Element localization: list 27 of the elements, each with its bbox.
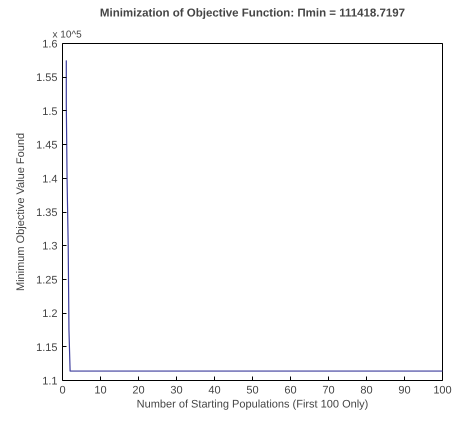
x-axis-title: Number of Starting Populations (First 100 Only) <box>136 398 368 410</box>
y-tick-label: 1.6 <box>42 38 58 50</box>
y-tick-label: 1.2 <box>42 308 58 320</box>
y-tick-label: 1.4 <box>42 173 58 186</box>
x-tick-label: 40 <box>208 384 221 396</box>
y-tick-label: 1.3 <box>42 240 58 253</box>
y-axis-title: Minimum Objective Value Found <box>15 132 28 292</box>
line-series <box>66 60 442 372</box>
x-tick-label: 80 <box>360 384 373 396</box>
x-tick-label: 70 <box>322 384 335 396</box>
y-tick-label: 1.55 <box>36 72 58 84</box>
chart-title: Minimization of Objective Function: Πmin = 111418.7197 <box>100 8 406 20</box>
x-tick-label: 50 <box>246 384 259 396</box>
x-tick-label: 10 <box>94 384 107 396</box>
y-tick-label: 1.1 <box>42 376 58 388</box>
x-tick-label: 30 <box>170 384 183 396</box>
x-tick-label: 0 <box>59 384 66 396</box>
x-tick-label: 20 <box>132 384 145 396</box>
y-tick-label: 1.25 <box>36 274 58 286</box>
y-tick-label: 1.35 <box>36 207 58 219</box>
x-tick-label: 60 <box>284 384 297 396</box>
y-tick-label: 1.45 <box>36 140 58 152</box>
y-tick-label: 1.5 <box>42 106 58 118</box>
y-tick-label: 1.15 <box>36 342 58 354</box>
x-tick-label: 90 <box>398 384 411 396</box>
text: x 10^5 <box>52 30 82 40</box>
x-tick-label: 100 <box>433 384 452 396</box>
